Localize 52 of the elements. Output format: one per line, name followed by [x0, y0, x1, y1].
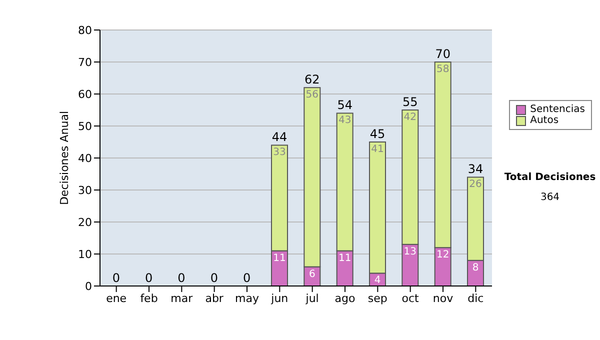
total-label: 62 — [304, 72, 320, 87]
x-tick-label: feb — [140, 292, 158, 305]
x-tick-label: jun — [270, 292, 288, 305]
total-label: 55 — [402, 95, 418, 109]
x-tick-label: mar — [170, 292, 194, 305]
data-label: 43 — [338, 115, 352, 126]
total-label: 0 — [145, 271, 153, 285]
data-label: 11 — [273, 252, 286, 264]
x-tick-label: nov — [432, 292, 454, 305]
total-label: 44 — [272, 130, 288, 144]
y-tick-label: 10 — [78, 248, 92, 261]
data-label: 13 — [404, 246, 417, 258]
total-label: 0 — [210, 271, 218, 285]
data-label: 26 — [469, 179, 482, 190]
data-label: 41 — [371, 144, 384, 155]
data-label: 58 — [436, 64, 450, 75]
x-tick-label: oct — [402, 292, 420, 305]
y-tick-label: 70 — [78, 56, 92, 69]
total-label: 0 — [178, 271, 186, 285]
data-label: 56 — [306, 90, 319, 101]
data-label: 42 — [404, 112, 417, 123]
total-label: 70 — [435, 47, 450, 61]
text: Total Decisiones — [503, 172, 597, 183]
x-tick-label: ene — [106, 292, 127, 305]
y-tick-label: 30 — [78, 184, 92, 197]
total-label: 0 — [243, 271, 251, 285]
x-tick-label: ago — [334, 292, 356, 305]
y-tick-label: 80 — [78, 24, 92, 37]
data-label: 6 — [308, 268, 316, 280]
x-tick-label: jul — [304, 292, 319, 305]
y-tick-label: 50 — [78, 120, 92, 133]
data-label: 8 — [472, 262, 479, 274]
total-label: 54 — [337, 98, 352, 112]
y-axis-title: Decisiones Anual — [58, 110, 71, 206]
data-label: 11 — [338, 252, 352, 264]
legend-label: Sentencias — [530, 104, 585, 115]
total-label: 45 — [370, 127, 386, 141]
y-tick-label: 20 — [78, 216, 92, 229]
x-tick-label: dic — [468, 292, 484, 305]
x-tick-label: abr — [205, 292, 224, 305]
y-tick-label: 0 — [85, 280, 92, 293]
x-tick-label: sep — [368, 292, 388, 305]
data-label: 12 — [436, 250, 450, 261]
text: 364 — [539, 192, 561, 203]
x-tick-label: may — [235, 292, 260, 305]
total-label: 34 — [468, 162, 484, 176]
y-tick-label: 60 — [78, 88, 92, 101]
legend-label: Autos — [530, 115, 559, 126]
data-label: 4 — [374, 275, 381, 286]
total-label: 0 — [112, 271, 120, 285]
data-label: 33 — [273, 147, 286, 158]
y-tick-label: 40 — [78, 152, 92, 165]
